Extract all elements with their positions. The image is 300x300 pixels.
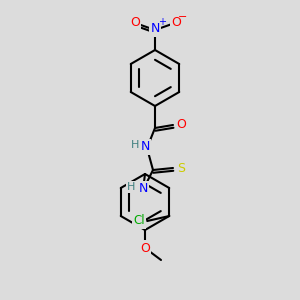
Text: Cl: Cl <box>134 214 145 227</box>
Text: S: S <box>177 161 185 175</box>
Text: O: O <box>171 16 181 29</box>
Text: H: H <box>131 140 139 150</box>
Text: N: N <box>140 140 150 154</box>
Text: H: H <box>127 182 135 192</box>
Text: O: O <box>130 16 140 29</box>
Text: O: O <box>140 242 150 254</box>
Text: −: − <box>178 12 188 22</box>
Text: N: N <box>138 182 148 196</box>
Text: +: + <box>158 17 166 27</box>
Text: O: O <box>176 118 186 131</box>
Text: N: N <box>150 22 160 35</box>
